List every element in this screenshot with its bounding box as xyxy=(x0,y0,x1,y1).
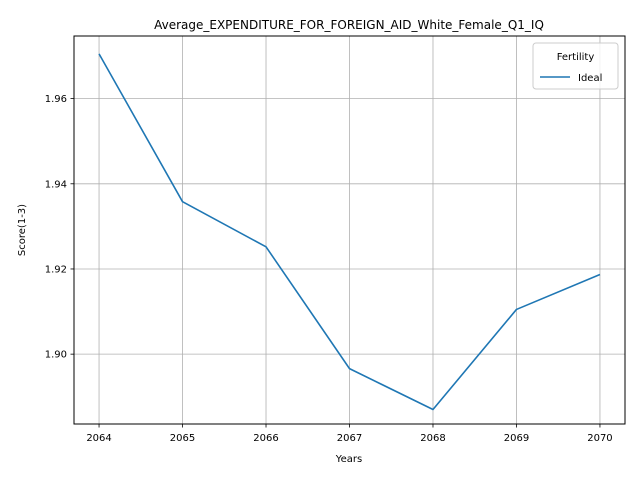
x-axis-ticks: 2064 2065 2066 2067 2068 2069 2070 xyxy=(86,424,613,444)
y-tick-label: 1.94 xyxy=(45,179,67,190)
grid-lines xyxy=(74,36,625,424)
x-tick-label: 2068 xyxy=(420,433,445,444)
y-axis-ticks: 1.90 1.92 1.94 1.96 xyxy=(45,94,74,361)
y-tick-label: 1.96 xyxy=(45,94,67,105)
x-tick-label: 2067 xyxy=(337,433,362,444)
legend-title: Fertility xyxy=(557,52,595,63)
x-tick-label: 2066 xyxy=(253,433,278,444)
y-axis-label: Score(1-3) xyxy=(17,204,28,256)
legend-box xyxy=(532,42,619,90)
x-tick-label: 2064 xyxy=(86,433,111,444)
x-tick-label: 2069 xyxy=(504,433,529,444)
y-tick-label: 1.90 xyxy=(45,350,67,361)
y-tick-label: 1.92 xyxy=(45,264,67,275)
x-tick-label: 2070 xyxy=(587,433,612,444)
chart-title: Average_EXPENDITURE_FOR_FOREIGN_AID_Whit… xyxy=(154,18,544,32)
legend-label-ideal: Ideal xyxy=(578,73,602,84)
x-axis-label: Years xyxy=(335,454,362,465)
x-tick-label: 2065 xyxy=(170,433,195,444)
series-layer xyxy=(98,53,601,411)
legend: Fertility Ideal xyxy=(532,42,619,90)
